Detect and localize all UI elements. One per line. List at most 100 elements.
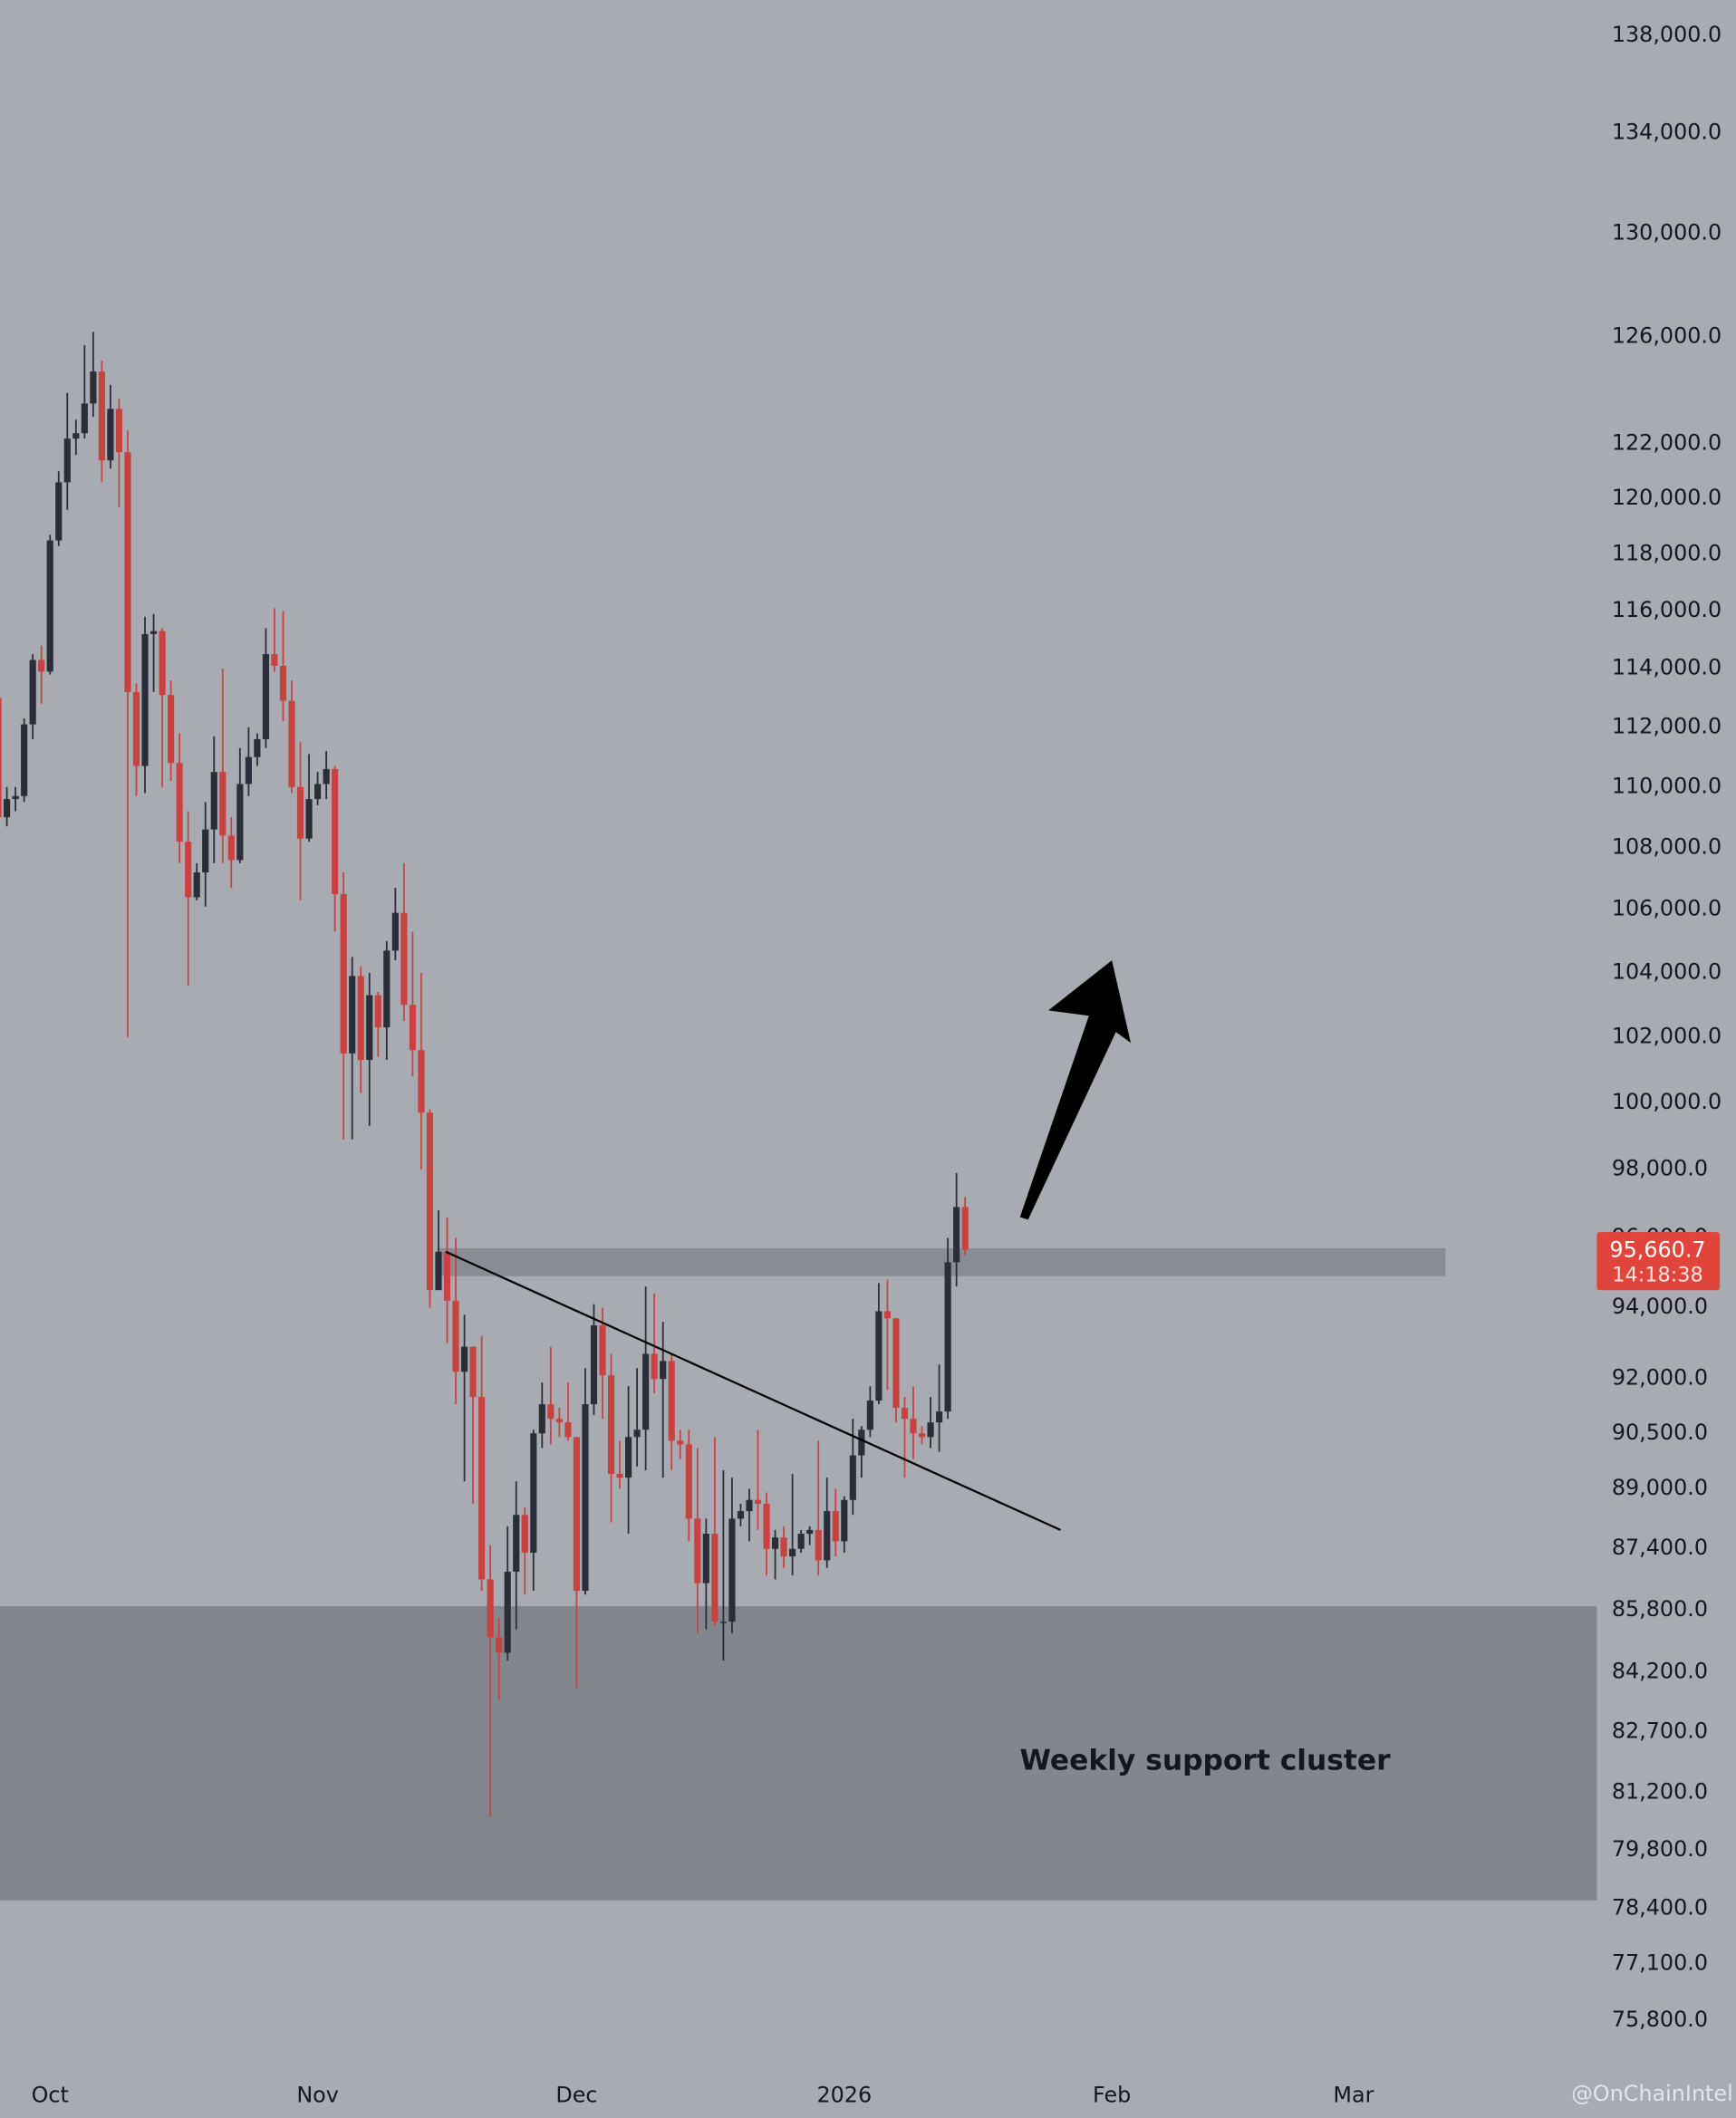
candle-body: [910, 1419, 917, 1434]
y-tick-label: 87,400.0: [1612, 1535, 1708, 1560]
candle-body: [314, 784, 322, 800]
y-tick-label: 82,700.0: [1612, 1718, 1708, 1743]
candle-body: [115, 409, 123, 453]
candle-body: [193, 872, 200, 898]
y-tick-label: 98,000.0: [1612, 1156, 1708, 1181]
candle-body: [737, 1511, 745, 1519]
candle-body: [599, 1325, 606, 1376]
candle-body: [305, 799, 313, 839]
candle-body: [149, 631, 158, 634]
y-tick-label: 114,000.0: [1612, 655, 1722, 680]
candle-body: [245, 756, 252, 785]
candle-body: [642, 1353, 650, 1430]
y-tick-label: 108,000.0: [1612, 833, 1722, 859]
candle-body: [55, 482, 63, 541]
candle-body: [677, 1440, 684, 1445]
last-price-label: 95,660.7: [1609, 1237, 1705, 1262]
candle-body: [469, 1346, 477, 1398]
support-zone: [0, 1606, 1597, 1901]
candle-body: [236, 784, 244, 861]
candle-body: [496, 1637, 503, 1653]
candle-body: [159, 631, 166, 696]
candle-body: [38, 659, 45, 672]
x-tick-label: Mar: [1333, 2083, 1374, 2108]
x-tick-label: 2026: [816, 2083, 872, 2108]
candle-body: [668, 1361, 675, 1441]
y-tick-label: 120,000.0: [1612, 485, 1722, 510]
candle-body: [728, 1518, 736, 1622]
y-tick-label: 77,100.0: [1612, 1950, 1708, 1976]
candle-body: [555, 1419, 563, 1423]
candle-body: [90, 371, 97, 404]
candle-body: [409, 1005, 416, 1051]
candle-body: [81, 403, 88, 434]
candle-body: [357, 976, 364, 1061]
candle-body: [254, 738, 261, 757]
candle-body: [262, 654, 270, 739]
y-tick-label: 81,200.0: [1612, 1778, 1708, 1804]
candle-body: [29, 659, 36, 725]
candle-body: [219, 772, 227, 836]
y-tick-label: 104,000.0: [1612, 958, 1722, 984]
y-tick-label: 84,200.0: [1612, 1659, 1708, 1684]
watermark: @OnChainIntel: [1571, 2081, 1733, 2106]
candle-body: [953, 1207, 960, 1263]
last-price-box: [1596, 1232, 1721, 1291]
y-tick-label: 126,000.0: [1612, 323, 1722, 349]
candle-body: [418, 1050, 425, 1113]
candle-body: [349, 976, 356, 1054]
candle-body: [590, 1325, 598, 1405]
candle-body: [651, 1353, 658, 1380]
y-tick-label: 90,500.0: [1612, 1420, 1708, 1445]
candle-body: [227, 835, 235, 861]
candle-body: [538, 1404, 545, 1434]
y-tick-label: 75,800.0: [1612, 2007, 1708, 2032]
candle-body: [824, 1511, 831, 1561]
candle-body: [936, 1411, 943, 1423]
y-tick-label: 106,000.0: [1612, 896, 1722, 921]
y-tick-label: 130,000.0: [1612, 219, 1722, 245]
candle-body: [754, 1499, 762, 1504]
candle-body: [832, 1511, 839, 1542]
y-tick-label: 118,000.0: [1612, 541, 1722, 566]
candle-body: [141, 633, 149, 766]
candle-body: [547, 1404, 555, 1420]
candle-body: [633, 1430, 641, 1438]
candle-body: [763, 1503, 770, 1549]
candle-body: [443, 1251, 451, 1301]
candle-body: [202, 829, 209, 873]
candle-body: [107, 409, 114, 461]
candle-body: [918, 1433, 926, 1438]
candle-body: [771, 1537, 779, 1549]
candle-body: [296, 786, 304, 839]
candle-body: [927, 1422, 934, 1438]
candle-body: [374, 995, 381, 1028]
candle-body: [849, 1455, 856, 1500]
candle-body: [185, 842, 192, 898]
x-tick-label: Feb: [1093, 2083, 1131, 2108]
candle-body: [46, 540, 53, 672]
candle-body: [452, 1300, 459, 1372]
candle-body: [625, 1437, 632, 1478]
candle-body: [210, 772, 217, 830]
candle-body: [504, 1571, 511, 1653]
x-tick-label: Oct: [32, 2083, 69, 2108]
x-tick-label: Dec: [555, 2083, 597, 2108]
candle-body: [797, 1534, 805, 1549]
candle-body: [168, 695, 175, 764]
candle-body: [961, 1207, 969, 1250]
candle-body: [660, 1361, 667, 1380]
candles: [0, 332, 969, 1817]
candle-body: [383, 950, 391, 1028]
overlay: [445, 1250, 1061, 1531]
y-tick-label: 94,000.0: [1612, 1294, 1708, 1319]
y-tick-label: 134,000.0: [1612, 120, 1722, 145]
candle-body: [564, 1422, 572, 1438]
countdown: 14:18:38: [1612, 1263, 1702, 1286]
x-tick-label: Nov: [296, 2083, 339, 2108]
candle-body: [487, 1579, 494, 1638]
candle-body: [271, 654, 278, 666]
candle-body: [746, 1499, 753, 1512]
candle-body: [63, 438, 71, 483]
